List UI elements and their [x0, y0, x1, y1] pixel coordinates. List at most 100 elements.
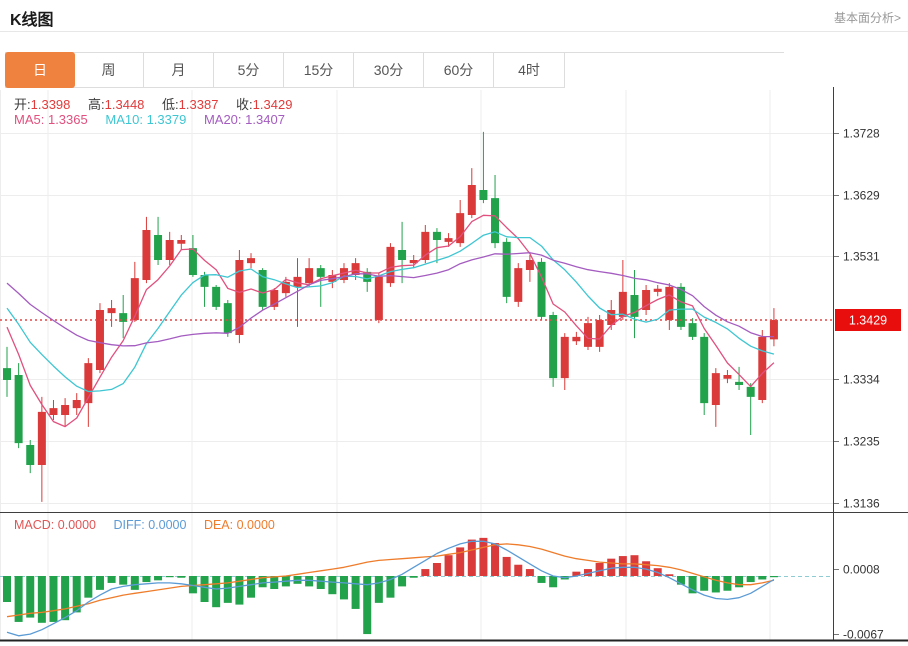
- header-divider: [0, 31, 908, 32]
- candle-body: [653, 288, 662, 292]
- fundamental-analysis-link[interactable]: 基本面分析>: [833, 11, 901, 25]
- macd-bar: [316, 576, 325, 589]
- candle-body: [618, 291, 627, 317]
- candle-body: [154, 235, 163, 260]
- macd-bar: [154, 576, 163, 581]
- candle-body: [398, 250, 407, 260]
- macd-bar: [212, 576, 221, 608]
- tabs-extension-line: [565, 52, 784, 53]
- candle-body: [270, 290, 279, 307]
- tab-week[interactable]: 周: [74, 53, 144, 87]
- candle-body: [49, 408, 58, 415]
- tab-4hour[interactable]: 4时: [494, 53, 564, 87]
- candle-body: [316, 268, 325, 277]
- tab-60min[interactable]: 60分: [424, 53, 494, 87]
- macd-info: MACD: 0.0000 DIFF: 0.0000 DEA: 0.0000: [14, 518, 275, 532]
- tab-15min[interactable]: 15分: [284, 53, 354, 87]
- macd-bar: [525, 569, 534, 576]
- macd-axis-label: -0.0067: [843, 628, 884, 642]
- candle-body: [200, 275, 209, 287]
- tab-month[interactable]: 月: [144, 53, 214, 87]
- macd-bar: [549, 576, 558, 588]
- macd-bar: [61, 576, 70, 621]
- macd-bar: [456, 547, 465, 576]
- macd-bar: [363, 576, 372, 635]
- macd-bar: [26, 576, 35, 618]
- candle-body: [212, 286, 221, 307]
- ma5-line: [6, 214, 775, 428]
- macd-bar: [688, 576, 697, 594]
- macd-bar: [95, 576, 104, 590]
- macd-bar: [676, 576, 685, 585]
- close-label: 收:: [236, 97, 253, 112]
- macd-axis-label: 0.0008: [843, 563, 880, 577]
- macd-bar: [188, 576, 197, 594]
- macd-bar: [339, 576, 348, 600]
- candle-body: [630, 295, 639, 317]
- macd-bar: [502, 556, 511, 576]
- candle-body: [26, 445, 35, 465]
- tab-30min[interactable]: 30分: [354, 53, 424, 87]
- ma10-label: MA10:: [105, 112, 143, 127]
- macd-bar: [200, 576, 209, 602]
- macd-bar: [595, 563, 604, 576]
- ma20-label: MA20:: [203, 112, 242, 127]
- candle-body: [758, 336, 767, 400]
- macd-bar: [223, 576, 232, 603]
- macd-label: MACD:: [14, 518, 55, 532]
- dea-line: [6, 543, 775, 618]
- current-price-label: 1.3429: [849, 314, 887, 328]
- ma10-value: 1.3379: [146, 112, 187, 127]
- open-value: 1.3398: [30, 97, 71, 112]
- dea-label: DEA:: [203, 518, 234, 532]
- candle-body: [305, 268, 314, 284]
- ma10-line: [6, 231, 775, 393]
- macd-bar: [72, 576, 81, 613]
- macd-bar: [247, 576, 256, 598]
- tab-5min[interactable]: 5分: [214, 53, 284, 87]
- candle-body: [72, 400, 81, 409]
- candle-body: [514, 268, 523, 302]
- high-value: 1.3448: [104, 97, 145, 112]
- macd-bar: [84, 576, 93, 598]
- candle-body: [37, 411, 46, 465]
- macd-bar: [665, 574, 674, 576]
- macd-bar: [444, 555, 453, 576]
- macd-bar: [618, 556, 627, 576]
- diff-label: DIFF:: [113, 518, 145, 532]
- candle-body: [409, 260, 418, 264]
- macd-bar: [142, 576, 151, 583]
- macd-bar: [37, 576, 46, 623]
- ma20-value: 1.3407: [245, 112, 285, 127]
- macd-bar: [398, 576, 407, 587]
- candle-body: [130, 278, 139, 320]
- tab-day[interactable]: 日: [5, 52, 75, 88]
- macd-bar: [409, 576, 418, 578]
- macd-bar: [374, 576, 383, 603]
- candle-body: [560, 336, 569, 379]
- macd-bar: [14, 576, 23, 622]
- candle-body: [293, 276, 302, 287]
- candle-body: [491, 198, 500, 244]
- candle-body: [339, 268, 348, 280]
- candle-body: [165, 240, 174, 260]
- candle-body: [537, 261, 546, 317]
- candle-body: [584, 323, 592, 347]
- timeframe-tabs: 日 周 月 5分 15分 30分 60分 4时: [5, 52, 565, 88]
- diff-line: [6, 540, 775, 637]
- macd-bar: [328, 576, 337, 595]
- candle-body: [665, 286, 674, 320]
- macd-bar: [607, 558, 616, 576]
- y-axis-label: 1.3334: [843, 373, 880, 387]
- candle-body: [700, 336, 709, 404]
- candle-body: [607, 310, 616, 325]
- diff-value: 0.0000: [148, 518, 187, 532]
- macd-bar: [177, 576, 186, 578]
- candle-body: [595, 320, 604, 347]
- candle-body: [95, 310, 104, 370]
- macd-value: 0.0000: [57, 518, 96, 532]
- high-label: 高:: [88, 97, 105, 112]
- y-axis-label: 1.3235: [843, 435, 880, 449]
